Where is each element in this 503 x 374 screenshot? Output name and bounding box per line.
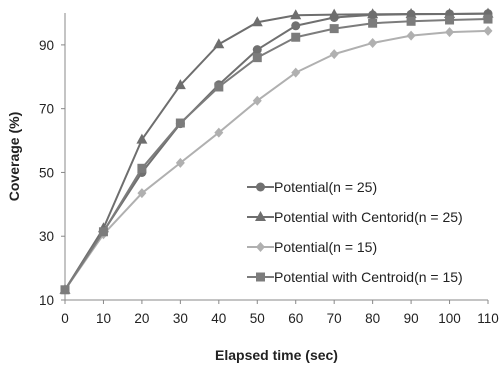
legend-item: Potential(n = 25) [247,179,377,195]
x-tick-label: 60 [288,311,303,326]
legend-item: Potential with Centroid(n = 15) [247,269,463,285]
x-tick-label: 110 [477,311,499,326]
x-tick-label: 90 [404,311,419,326]
series-line [64,18,489,291]
series-layer [59,7,494,295]
data-point [136,133,148,144]
legend: Potential(n = 25) Potential with Centorid… [247,179,463,285]
data-point [174,79,186,90]
x-tick-label: 10 [96,311,111,326]
x-tick-label: 40 [211,311,226,326]
data-point [406,16,416,26]
series-line [64,12,489,291]
y-tick-label: 10 [39,293,54,308]
x-axis-ticks: 0 10 20 30 40 50 60 70 80 90 100 110 [61,300,499,326]
x-tick-label: 70 [327,311,342,326]
data-point [60,285,70,295]
legend-label: Potential with Centorid(n = 25) [274,209,463,225]
x-axis-title: Elapsed time (sec) [215,347,338,363]
x-tick-label: 80 [365,311,380,326]
data-point [329,49,339,60]
data-point [291,67,301,78]
series-line [64,29,489,291]
axes [64,13,488,301]
data-point [98,227,108,237]
data-point [251,16,263,27]
legend-item: Potential(n = 15) [247,239,377,255]
x-tick-label: 100 [438,311,461,326]
data-point [137,188,147,199]
data-point [175,157,185,168]
legend-label: Potential(n = 25) [274,179,377,195]
y-tick-label: 70 [39,102,54,117]
data-point [214,82,224,92]
legend-marker [256,242,265,252]
data-point [291,32,301,42]
data-point [291,21,301,31]
legend-marker [256,272,265,282]
data-point [214,127,224,138]
data-point [328,8,340,19]
x-tick-label: 30 [173,311,188,326]
data-point [252,95,262,106]
y-axis-ticks: 10 30 50 70 90 [39,38,65,308]
data-point [445,15,455,25]
x-tick-label: 20 [134,311,149,326]
data-point [483,25,493,36]
series-square [60,14,493,295]
legend-label: Potential(n = 15) [274,239,377,255]
x-tick-label: 50 [250,311,265,326]
data-point [445,27,455,38]
y-tick-label: 90 [39,38,54,53]
legend-label: Potential with Centroid(n = 15) [274,269,463,285]
legend-marker [255,211,266,221]
data-point [406,30,416,41]
data-point [329,24,339,34]
x-tick-label: 0 [61,311,69,326]
data-point [137,163,147,173]
y-axis-title: Coverage (%) [6,112,22,201]
data-point [483,14,493,24]
y-tick-label: 30 [39,229,54,244]
data-point [368,18,378,28]
data-point [252,53,262,63]
data-point [405,7,417,18]
data-point [444,7,456,18]
data-point [213,38,225,49]
data-point [290,9,302,20]
legend-item: Potential with Centorid(n = 25) [247,209,463,225]
data-point [368,37,378,48]
legend-marker [256,182,265,192]
y-tick-label: 50 [39,165,54,180]
data-point [175,118,185,128]
data-point [367,8,379,19]
data-point [252,45,262,55]
